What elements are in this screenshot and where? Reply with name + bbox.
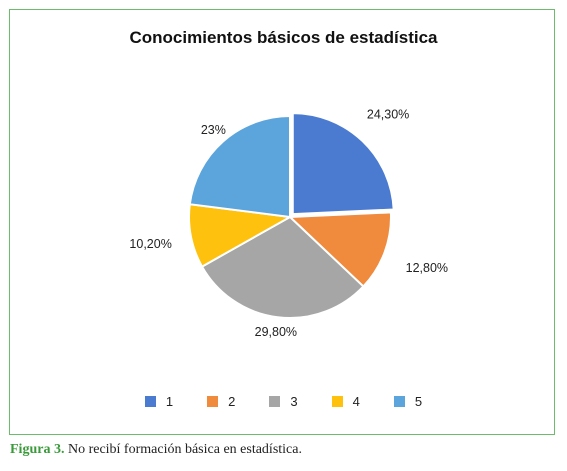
legend-swatch-4	[331, 396, 343, 407]
legend-label-3: 3	[290, 394, 298, 409]
chart-legend: 1 2 3 4 5	[0, 394, 567, 409]
caption-text: No recibí formación básica en estadístic…	[64, 442, 302, 457]
legend-item-3: 3	[269, 394, 298, 409]
legend-label-5: 5	[414, 394, 423, 409]
caption-label: Figura 3.	[10, 442, 65, 457]
legend-label-2: 2	[228, 394, 236, 409]
legend-swatch-5	[393, 396, 405, 407]
pie-label-2: 12,80%	[406, 261, 448, 275]
legend-label-1: 1	[165, 394, 174, 409]
pie-slice-1	[291, 112, 395, 216]
pie-slice-3	[200, 215, 365, 319]
pie-label-5: 23%	[201, 123, 226, 137]
legend-item-5: 5	[393, 394, 423, 409]
legend-swatch-1	[144, 396, 156, 407]
pie-label-4: 10,20%	[129, 237, 171, 251]
legend-item-4: 4	[331, 394, 360, 409]
legend-swatch-2	[207, 396, 219, 407]
legend-swatch-3	[269, 396, 281, 407]
pie-label-1: 24,30%	[367, 107, 409, 121]
legend-item-2: 2	[207, 394, 235, 409]
figure-caption: Figura 3. No recibí formación básica en …	[10, 442, 302, 458]
legend-item-1: 1	[144, 394, 174, 409]
pie-label-3: 29,80%	[255, 325, 297, 339]
pie-slice-5	[188, 114, 291, 219]
legend-label-4: 4	[352, 394, 360, 409]
pie-slice-2	[287, 211, 392, 288]
chart-title: Conocimientos básicos de estadística	[129, 28, 438, 47]
